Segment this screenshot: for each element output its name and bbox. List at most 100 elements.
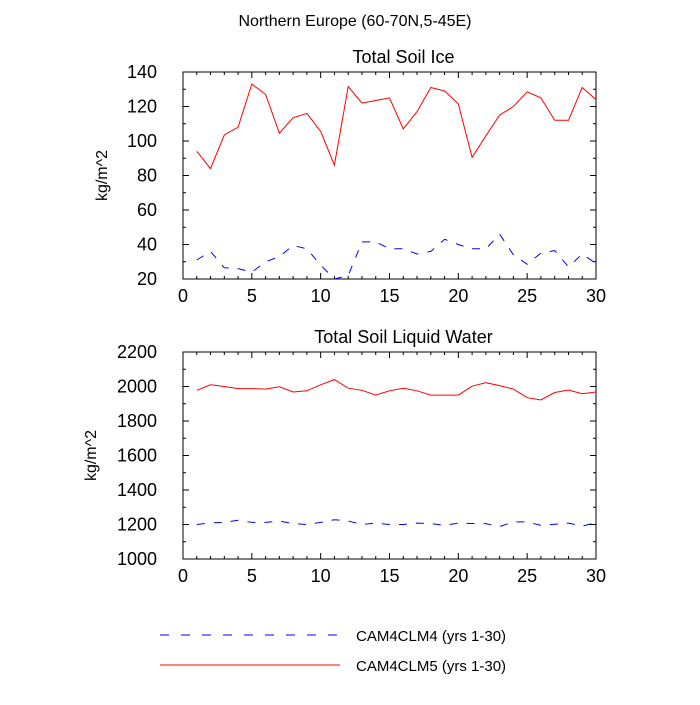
data-point <box>265 388 266 389</box>
x-tick-label: 20 <box>448 566 468 586</box>
x-tick-label: 15 <box>379 286 399 306</box>
data-point <box>527 264 528 265</box>
data-point <box>527 397 528 398</box>
x-tick-label: 30 <box>586 566 606 586</box>
figure-suptitle: Northern Europe (60-70N,5-45E) <box>238 13 471 30</box>
data-point <box>554 250 555 251</box>
data-point <box>540 399 541 400</box>
data-point <box>499 385 500 386</box>
data-point <box>361 102 362 103</box>
data-point <box>375 241 376 242</box>
data-point <box>210 384 211 385</box>
data-point <box>472 248 473 249</box>
data-point <box>361 524 362 525</box>
chart-title: Total Soil Ice <box>352 47 454 67</box>
data-point <box>458 244 459 245</box>
data-point <box>595 391 596 392</box>
data-point <box>485 248 486 249</box>
data-point <box>389 248 390 249</box>
data-point <box>251 272 252 273</box>
data-point <box>430 251 431 252</box>
legend: CAM4CLM4 (yrs 1-30) CAM4CLM5 (yrs 1-30) <box>160 628 506 675</box>
data-point <box>582 526 583 527</box>
data-point <box>540 253 541 254</box>
data-point <box>430 87 431 88</box>
data-point <box>237 268 238 269</box>
data-point <box>568 389 569 390</box>
data-point <box>403 524 404 525</box>
data-point <box>540 525 541 526</box>
data-point <box>320 265 321 266</box>
data-point <box>196 259 197 260</box>
x-tick-label: 0 <box>178 286 188 306</box>
data-point <box>334 519 335 520</box>
y-tick-label: 1400 <box>117 480 157 500</box>
data-point <box>320 384 321 385</box>
data-point <box>444 90 445 91</box>
data-point <box>403 128 404 129</box>
data-point <box>595 99 596 100</box>
data-point <box>416 111 417 112</box>
data-point <box>568 120 569 121</box>
data-point <box>279 520 280 521</box>
data-point <box>444 525 445 526</box>
legend-label: CAM4CLM5 (yrs 1-30) <box>356 658 506 675</box>
y-tick-label: 1800 <box>117 411 157 431</box>
data-point <box>595 522 596 523</box>
data-point <box>513 521 514 522</box>
data-point <box>513 106 514 107</box>
data-point <box>279 386 280 387</box>
chart-panels: Total Soil Ice kg/m^2 0 5 10 15 20 25 30 20 40 60 80… <box>83 47 606 586</box>
data-point <box>430 395 431 396</box>
series-line-cam4clm5 <box>196 83 597 170</box>
data-point <box>444 395 445 396</box>
data-point <box>210 522 211 523</box>
data-point <box>334 165 335 166</box>
data-point <box>306 248 307 249</box>
data-point <box>224 134 225 135</box>
data-point <box>403 388 404 389</box>
data-point <box>582 87 583 88</box>
data-point <box>582 393 583 394</box>
plot-frame <box>182 351 597 560</box>
x-tick-label: 10 <box>311 566 331 586</box>
data-point <box>485 382 486 383</box>
x-tick-label: 30 <box>586 286 606 306</box>
data-point <box>293 117 294 118</box>
data-point <box>334 278 335 279</box>
data-point <box>485 523 486 524</box>
data-point <box>265 261 266 262</box>
x-tick-label: 10 <box>311 286 331 306</box>
data-point <box>279 133 280 134</box>
data-point <box>389 97 390 98</box>
data-point <box>540 97 541 98</box>
x-tick-label: 25 <box>517 566 537 586</box>
data-point <box>306 113 307 114</box>
data-point <box>568 266 569 267</box>
x-tick-label: 25 <box>517 286 537 306</box>
data-point <box>293 523 294 524</box>
data-point <box>403 248 404 249</box>
data-point <box>251 388 252 389</box>
data-point <box>334 379 335 380</box>
data-point <box>513 388 514 389</box>
data-point <box>416 253 417 254</box>
data-point <box>430 523 431 524</box>
y-tick-label: 60 <box>137 200 157 220</box>
data-point <box>499 115 500 116</box>
y-tick-label: 1200 <box>117 515 157 535</box>
data-point <box>251 522 252 523</box>
data-point <box>320 522 321 523</box>
series-line-cam4clm5 <box>196 379 597 401</box>
series-line-cam4clm4 <box>196 519 597 528</box>
data-point <box>554 120 555 121</box>
data-point <box>389 390 390 391</box>
data-point <box>527 91 528 92</box>
data-point <box>251 83 252 84</box>
data-point <box>293 245 294 246</box>
data-point <box>224 267 225 268</box>
data-point <box>196 151 197 152</box>
chart-title: Total Soil Liquid Water <box>314 327 492 347</box>
data-point <box>499 526 500 527</box>
